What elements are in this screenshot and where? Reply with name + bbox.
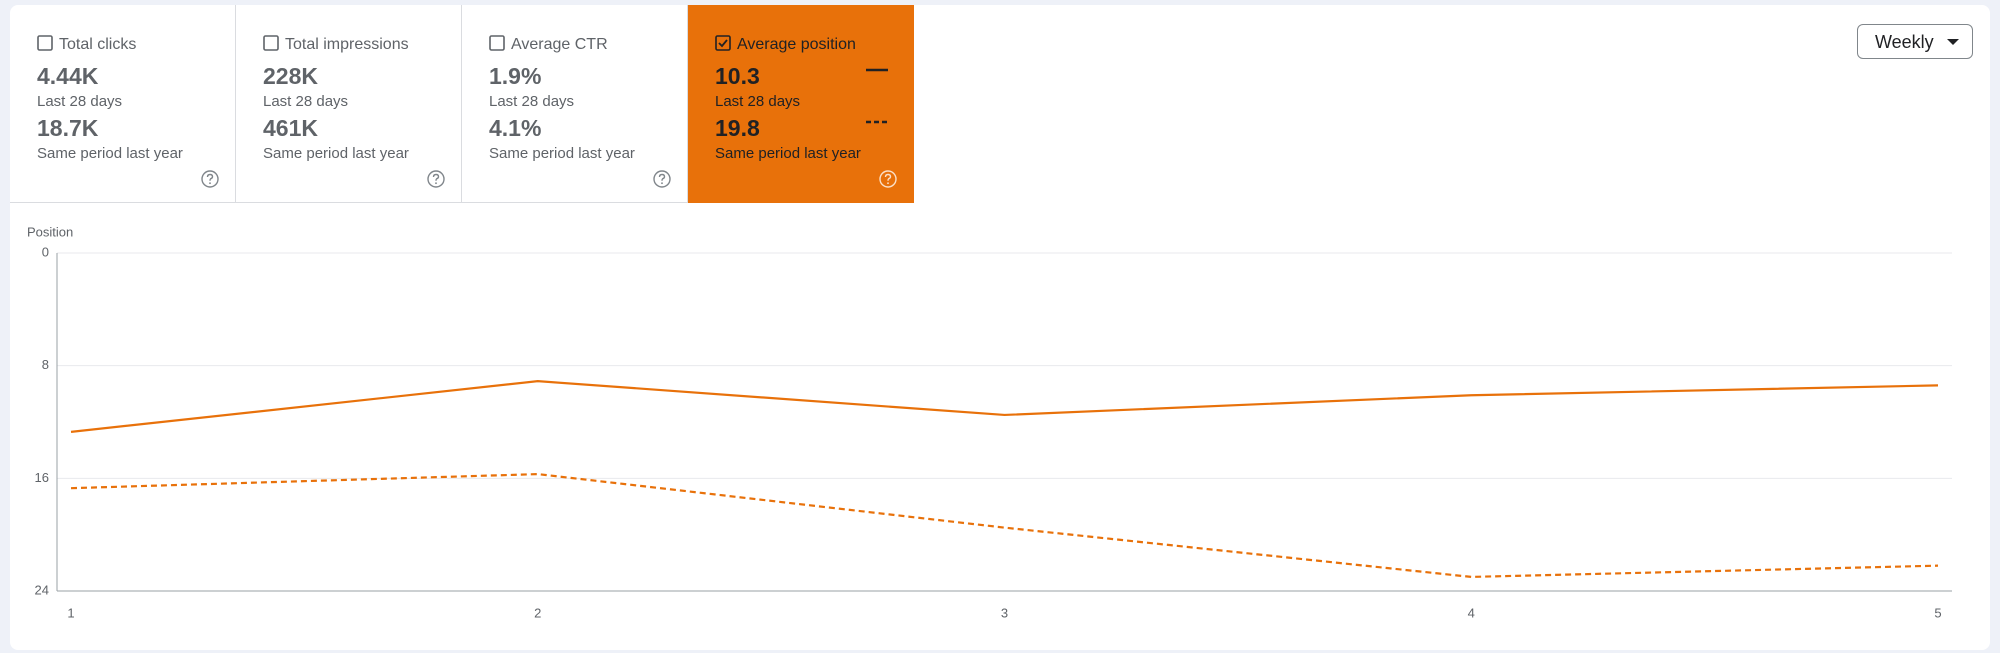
checkbox-check <box>718 39 728 48</box>
metric-previous-period: Same period last year <box>263 145 409 162</box>
x-tick-label: 4 <box>1468 605 1475 620</box>
line-style-key <box>866 120 888 124</box>
help-circle <box>879 170 897 188</box>
checkbox-box <box>37 35 53 51</box>
help-mark <box>206 173 214 181</box>
metric-label: Total clicks <box>59 36 137 53</box>
help-circle <box>427 170 445 188</box>
help-circle <box>201 170 219 188</box>
help-mark <box>658 173 666 181</box>
help-icon[interactable] <box>652 169 672 189</box>
checkbox <box>263 35 279 51</box>
y-tick-label: 16 <box>35 470 49 485</box>
metric-period: Last 28 days <box>263 93 349 110</box>
metric-value: 1.9% <box>489 63 542 89</box>
data-line <box>70 473 1939 579</box>
help-icon[interactable] <box>426 169 446 189</box>
metric-label: Average position <box>737 36 856 53</box>
metric-card[interactable]: Average position 10.3 Last 28 days 19.8 Same… <box>688 5 914 203</box>
y-tick-label: 0 <box>42 244 49 259</box>
help-dot <box>887 182 889 185</box>
metric-period: Last 28 days <box>489 93 575 110</box>
x-tick-label: 5 <box>1934 605 1941 620</box>
checkbox <box>489 35 505 51</box>
metric-previous-value: 18.7K <box>37 115 99 141</box>
metric-label: Total impressions <box>285 36 409 53</box>
x-tick-label: 3 <box>1001 605 1008 620</box>
dropdown-arrow <box>1947 39 1959 45</box>
metric-previous-period: Same period last year <box>715 145 861 162</box>
x-tick-label: 2 <box>534 605 541 620</box>
line-style-key <box>866 68 888 72</box>
dropdown-label: Weekly <box>1875 32 1934 52</box>
help-icon[interactable] <box>878 169 898 189</box>
help-dot <box>209 182 211 185</box>
metric-card[interactable]: Average CTR 1.9% Last 28 days 4.1% Same peri… <box>462 5 688 203</box>
x-tick-label: 1 <box>67 605 74 620</box>
metric-previous-value: 461K <box>263 115 318 141</box>
metric-period: Last 28 days <box>715 93 801 110</box>
help-mark <box>432 173 440 181</box>
help-icon[interactable] <box>200 169 220 189</box>
help-dot <box>435 182 437 185</box>
y-tick-label: 24 <box>35 582 49 597</box>
metric-card[interactable]: Total clicks 4.44K Last 28 days 18.7K Same p… <box>10 5 236 203</box>
checkbox-box <box>715 35 731 51</box>
data-line <box>70 380 1939 433</box>
metric-previous-period: Same period last year <box>489 145 635 162</box>
checkbox-box <box>263 35 279 51</box>
metric-card[interactable]: Total impressions 228K Last 28 days 461K Sam… <box>236 5 462 203</box>
performance-panel: Position 0 8 16 24 1 2 3 4 5 Total clicks 4.44K La… <box>10 5 1990 650</box>
metric-previous-value: 4.1% <box>489 115 542 141</box>
checkbox-box <box>489 35 505 51</box>
metric-label: Average CTR <box>511 36 608 53</box>
metric-period: Last 28 days <box>37 93 123 110</box>
y-tick-label: 8 <box>42 357 49 372</box>
y-axis-title: Position <box>27 224 73 239</box>
granularity-dropdown[interactable]: Weekly <box>1857 24 1973 59</box>
metric-value: 4.44K <box>37 63 99 89</box>
help-circle <box>653 170 671 188</box>
metric-value: 228K <box>263 63 318 89</box>
checkbox <box>37 35 53 51</box>
metric-previous-period: Same period last year <box>37 145 183 162</box>
chart: Position 0 8 16 24 1 2 3 4 5 <box>27 224 1952 620</box>
metric-value: 10.3 <box>715 63 760 89</box>
metric-previous-value: 19.8 <box>715 115 760 141</box>
checkbox <box>715 35 731 51</box>
help-dot <box>661 182 663 185</box>
help-mark <box>884 173 892 181</box>
